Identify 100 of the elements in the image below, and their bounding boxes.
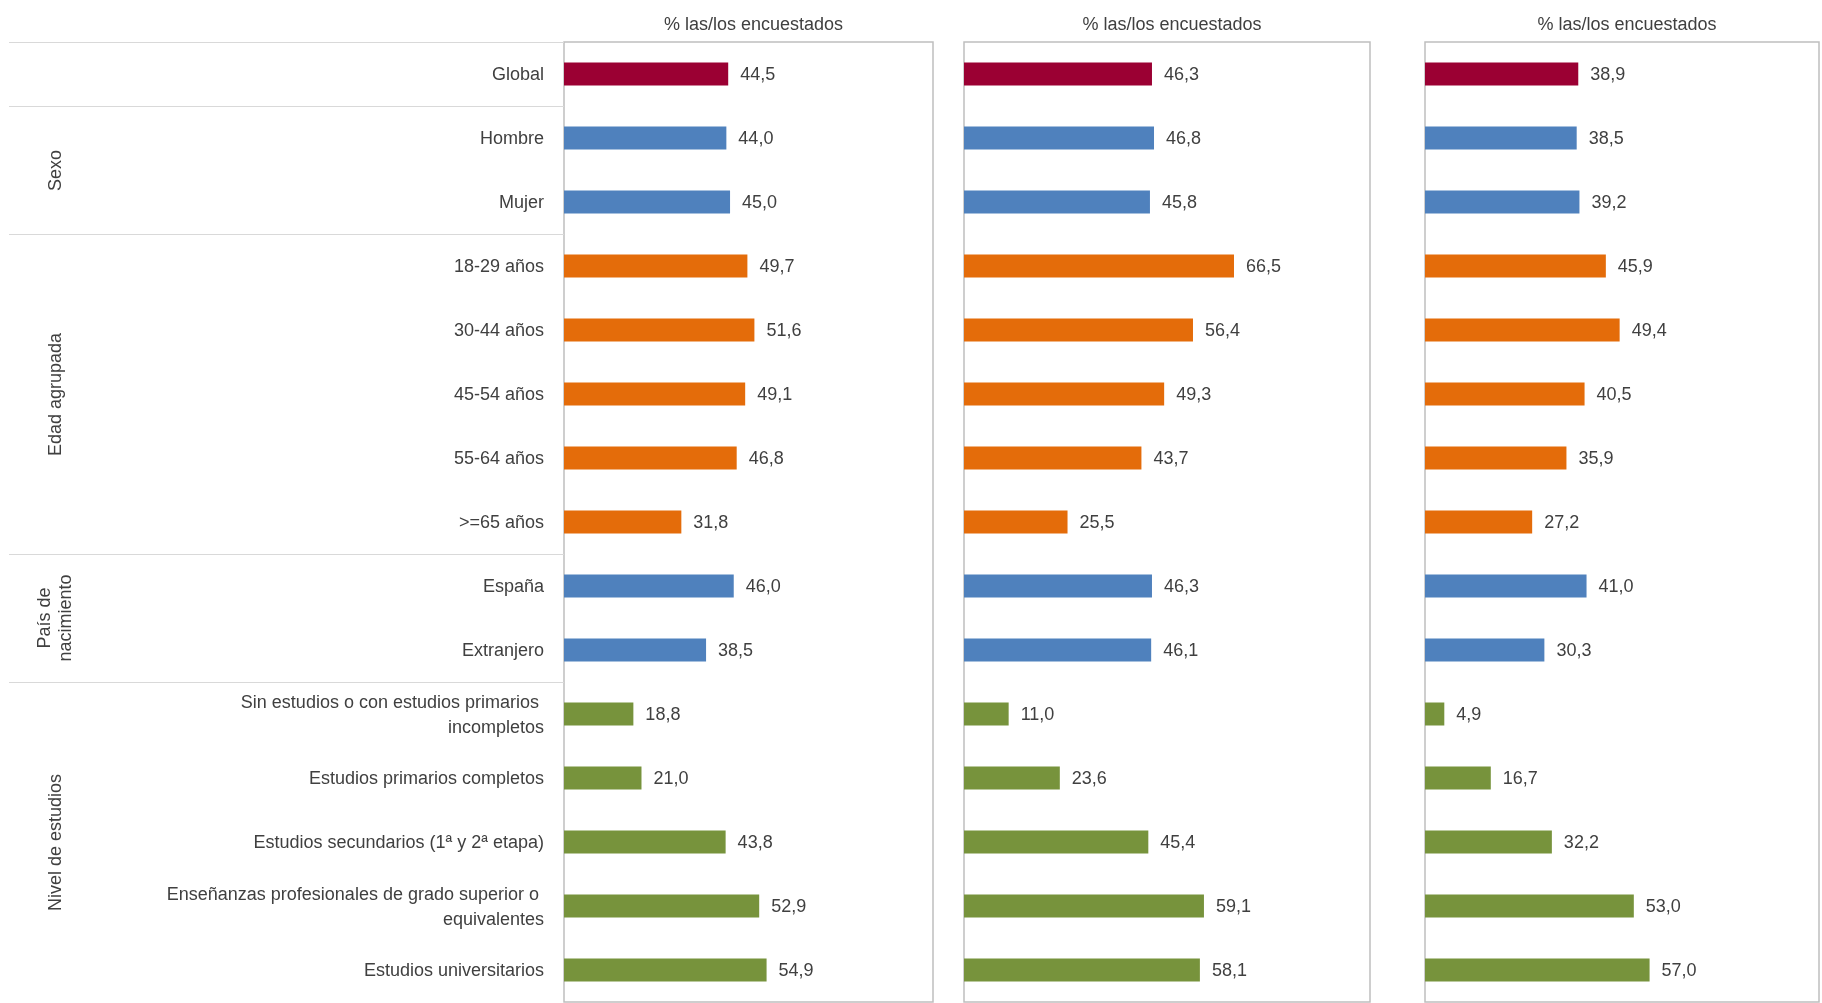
data-label: 53,0 xyxy=(1645,896,1681,916)
bar xyxy=(564,254,748,278)
data-label: 46,1 xyxy=(1163,640,1199,660)
data-label: 44,0 xyxy=(738,128,774,148)
data-label: 51,6 xyxy=(766,320,802,340)
data-label: 52,9 xyxy=(771,896,807,916)
y-tick-label: Enseñanzas profesionales de grado superior o equivalentes xyxy=(166,883,544,929)
chart-title: % las/los encuestados xyxy=(663,14,844,34)
bar xyxy=(1425,766,1491,790)
bar xyxy=(1425,318,1620,342)
data-label: 38,5 xyxy=(1588,128,1624,148)
bar xyxy=(1425,62,1579,86)
data-label: 56,4 xyxy=(1204,320,1241,340)
y-tick-label: Extranjero xyxy=(461,640,544,660)
bar xyxy=(564,382,746,406)
bar xyxy=(564,638,707,662)
data-label: 45,8 xyxy=(1161,192,1197,212)
y-tick-label: Estudios secundarios (1ª y 2ª etapa) xyxy=(253,832,544,852)
bar xyxy=(964,126,1155,150)
bar xyxy=(1425,254,1606,278)
bar xyxy=(564,766,642,790)
data-label: 23,6 xyxy=(1071,768,1107,788)
text: Edad agrupada xyxy=(44,332,66,456)
bar xyxy=(964,190,1150,214)
bar xyxy=(964,254,1234,278)
data-label: 16,7 xyxy=(1502,768,1538,788)
bar xyxy=(564,958,767,982)
y-tick-label: 45-54 años xyxy=(453,384,544,404)
y-tick-label: España xyxy=(482,576,545,596)
bar xyxy=(564,446,737,470)
data-label: 58,1 xyxy=(1211,960,1247,980)
bar xyxy=(964,382,1165,406)
chart-title: % las/los encuestados xyxy=(1082,14,1262,34)
bar xyxy=(564,574,734,598)
y-tick-label: >=65 años xyxy=(458,512,544,532)
data-label: 40,5 xyxy=(1596,384,1632,404)
y-tick-label: Hombre xyxy=(479,128,544,148)
bar xyxy=(564,830,726,854)
y-tick-label: Estudios primarios completos xyxy=(308,768,544,788)
data-label: 38,5 xyxy=(718,640,754,660)
bar xyxy=(964,62,1152,86)
data-label: 25,5 xyxy=(1079,512,1115,532)
y-tick-label: 30-44 años xyxy=(453,320,544,340)
data-label: 49,7 xyxy=(759,256,795,276)
text: País de nacimiento xyxy=(34,573,76,664)
bar xyxy=(564,318,755,342)
bar xyxy=(1425,574,1587,598)
bar xyxy=(1425,190,1580,214)
data-label: 46,8 xyxy=(748,448,784,468)
data-label: 44,5 xyxy=(740,64,776,84)
y-tick-label: Mujer xyxy=(498,192,544,212)
data-label: 45,9 xyxy=(1617,256,1653,276)
bar xyxy=(564,126,727,150)
data-label: 4,9 xyxy=(1456,704,1482,724)
data-label: 54,9 xyxy=(778,960,814,980)
bar xyxy=(1425,446,1567,470)
bar xyxy=(1425,894,1634,918)
bar xyxy=(564,702,634,726)
bar xyxy=(964,702,1009,726)
bar xyxy=(1425,638,1545,662)
y-tick-label: 18-29 años xyxy=(453,256,544,276)
bar xyxy=(564,190,731,214)
y-tick-label: Global xyxy=(491,64,544,84)
data-label: 18,8 xyxy=(645,704,681,724)
bar xyxy=(564,510,682,534)
bar xyxy=(1425,702,1445,726)
y-tick-label: Estudios universitarios xyxy=(363,960,544,980)
bar xyxy=(1425,830,1552,854)
data-label: 43,8 xyxy=(737,832,773,852)
data-label: 30,3 xyxy=(1556,640,1592,660)
data-label: 46,3 xyxy=(1163,64,1200,84)
y-tick-label: Sin estudios o con estudios primarios incompletos xyxy=(240,691,544,737)
data-label: 57,0 xyxy=(1661,960,1697,980)
bar xyxy=(564,894,760,918)
bar xyxy=(964,958,1200,982)
data-label: 46,8 xyxy=(1166,128,1202,148)
bar xyxy=(1425,510,1533,534)
data-label: 66,5 xyxy=(1245,256,1282,276)
bar xyxy=(1425,382,1585,406)
data-label: 49,1 xyxy=(757,384,793,404)
data-label: 46,3 xyxy=(1163,576,1200,596)
data-label: 45,0 xyxy=(742,192,778,212)
text: Sexo xyxy=(44,149,66,191)
bar xyxy=(964,638,1152,662)
data-label: 39,2 xyxy=(1591,192,1627,212)
data-label: 46,0 xyxy=(745,576,781,596)
bar xyxy=(964,446,1142,470)
bar xyxy=(564,62,729,86)
data-label: 41,0 xyxy=(1598,576,1634,596)
bar xyxy=(964,318,1193,342)
text: Nivel de estudios xyxy=(44,773,66,911)
data-label: 45,4 xyxy=(1160,832,1196,852)
data-label: 31,8 xyxy=(693,512,729,532)
bar xyxy=(1425,958,1650,982)
bar xyxy=(964,574,1152,598)
data-label: 27,2 xyxy=(1544,512,1580,532)
bar xyxy=(1425,126,1577,150)
data-label: 43,7 xyxy=(1153,448,1189,468)
y-tick-label: 55-64 años xyxy=(453,448,544,468)
bar xyxy=(964,510,1068,534)
